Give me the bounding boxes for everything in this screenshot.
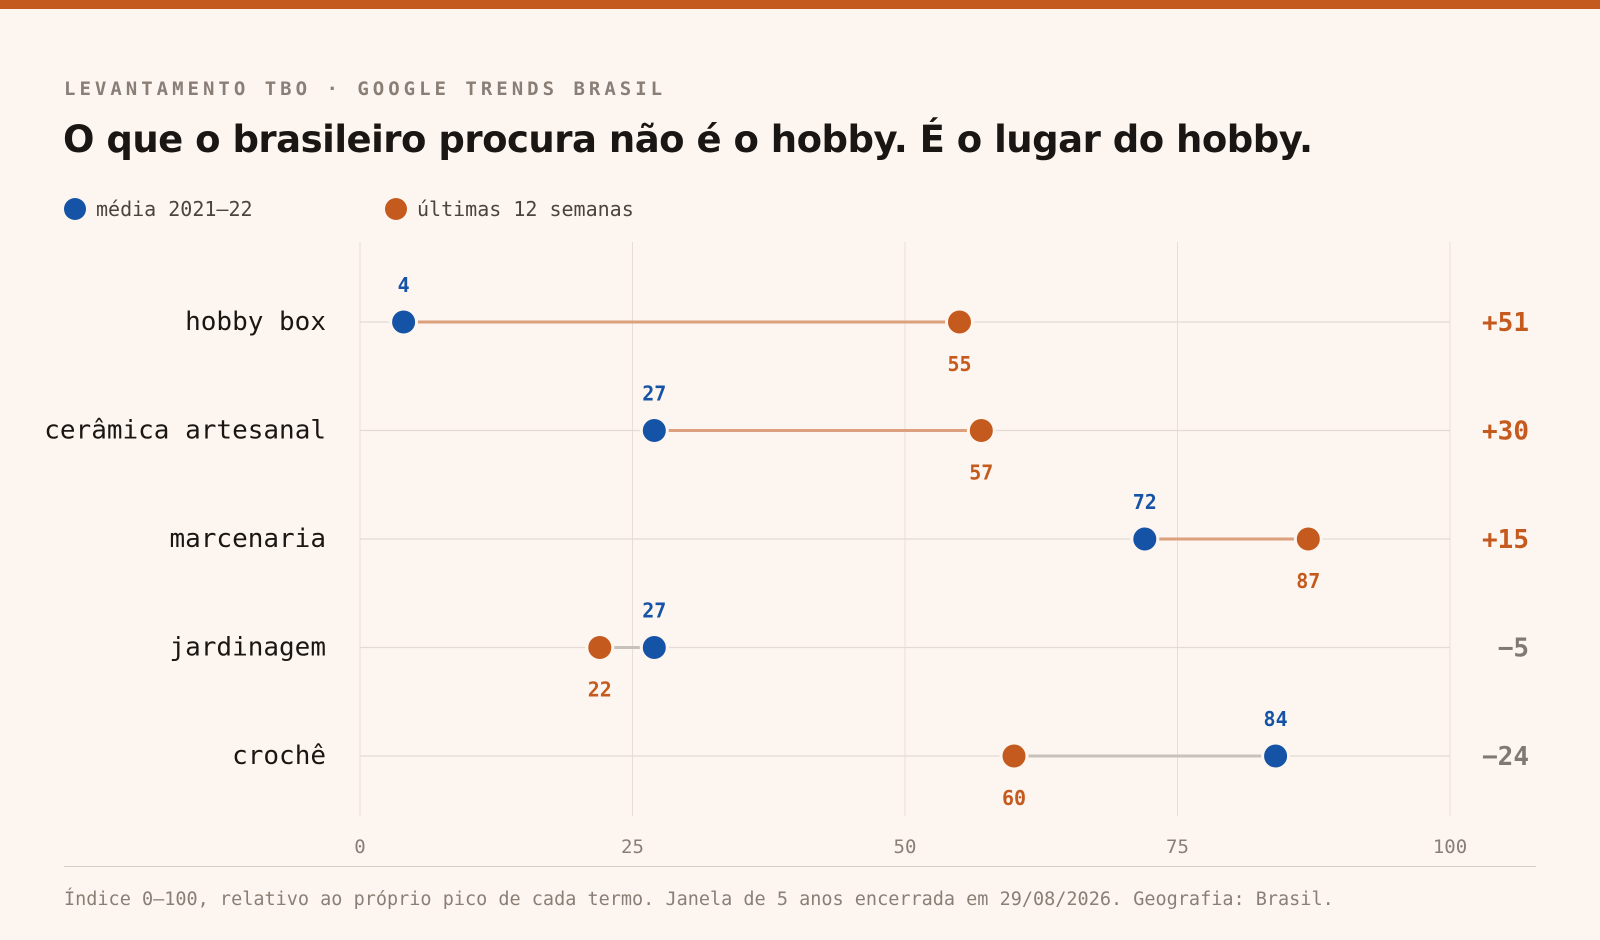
x-tick-label: 50 — [894, 836, 917, 858]
baseline-point — [639, 633, 669, 662]
recent-point — [966, 416, 996, 445]
baseline-point — [639, 416, 669, 445]
category-label: jardinagem — [169, 633, 326, 663]
baseline-point — [1261, 741, 1291, 771]
delta-label: +30 — [1482, 417, 1529, 447]
category-label: hobby box — [185, 307, 326, 337]
recent-point — [999, 741, 1029, 771]
legend-label-recent: últimas 12 semanas — [417, 197, 634, 221]
kicker: LEVANTAMENTO TBO · GOOGLE TRENDS BRASIL — [64, 78, 667, 100]
legend-item-recent: últimas 12 semanas — [385, 196, 634, 222]
category-label: crochê — [232, 741, 326, 771]
recent-value-label: 60 — [1002, 786, 1026, 810]
category-label: marcenaria — [169, 524, 326, 554]
recent-value-label: 22 — [588, 678, 612, 702]
delta-label: −24 — [1482, 742, 1529, 772]
legend-swatch-recent — [385, 198, 407, 220]
x-tick-label: 0 — [354, 836, 365, 858]
baseline-value-label: 27 — [642, 382, 666, 406]
baseline-value-label: 4 — [398, 273, 410, 297]
legend-item-baseline: média 2021–22 — [64, 196, 253, 222]
delta-label: −5 — [1498, 634, 1529, 664]
baseline-value-label: 72 — [1133, 490, 1157, 514]
x-tick-label: 100 — [1433, 836, 1467, 858]
category-label: cerâmica artesanal — [44, 416, 326, 446]
baseline-value-label: 84 — [1264, 707, 1288, 731]
delta-label: +15 — [1482, 525, 1529, 555]
baseline-point — [389, 307, 419, 337]
footnote: Índice 0–100, relativo ao próprio pico d… — [64, 889, 1334, 910]
delta-label: +51 — [1482, 308, 1529, 338]
recent-value-label: 55 — [947, 352, 971, 376]
legend-label-baseline: média 2021–22 — [96, 197, 253, 221]
recent-point — [585, 633, 615, 662]
x-tick-label: 75 — [1166, 836, 1189, 858]
recent-point — [1293, 524, 1323, 554]
baseline-value-label: 27 — [642, 599, 666, 623]
recent-point — [945, 307, 974, 337]
recent-value-label: 87 — [1296, 569, 1320, 593]
recent-value-label: 57 — [969, 461, 993, 485]
x-tick-label: 25 — [621, 836, 644, 858]
footer-divider — [64, 866, 1536, 867]
chart-title: O que o brasileiro procura não é o hobby… — [63, 118, 1313, 161]
legend-swatch-baseline — [64, 198, 86, 220]
baseline-point — [1130, 524, 1160, 554]
top-accent-bar — [0, 0, 1600, 9]
